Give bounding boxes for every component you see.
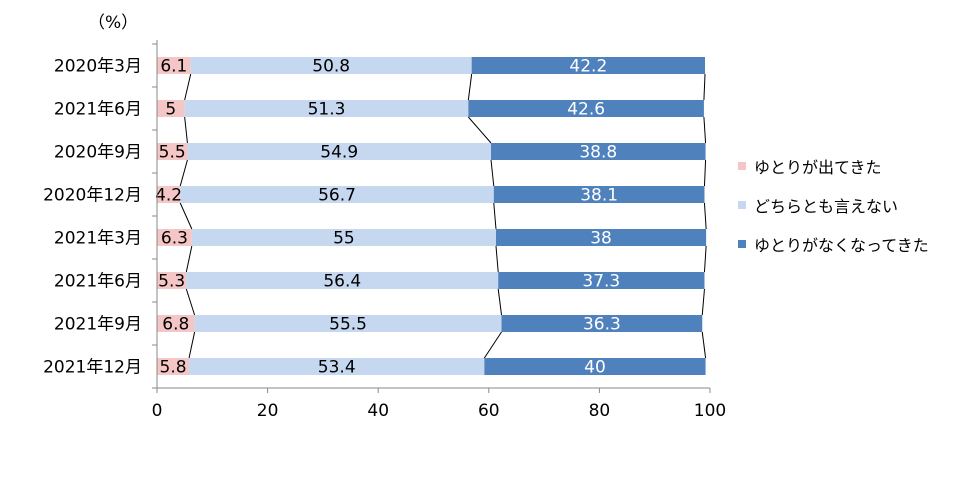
series-line	[703, 159, 707, 187]
series-line	[493, 202, 497, 230]
bar-segment	[493, 186, 705, 203]
series-line	[703, 73, 706, 101]
bar-segment	[187, 143, 492, 160]
data-label: 56.4	[323, 272, 361, 292]
bar-segment	[180, 186, 494, 203]
legend-label: ゆとりが出てきた	[754, 157, 882, 177]
series-line	[703, 202, 707, 230]
legend-swatch	[738, 239, 746, 248]
series-line	[184, 73, 192, 101]
category-label: 2020年12月	[43, 186, 142, 206]
data-label: 38	[590, 229, 612, 249]
data-labels-layer: 6.1 50.8 42.2 5 51.3 42.6 5.5 54.9 38.8 4.2 56.7 38…	[155, 57, 621, 378]
data-label: 42.2	[569, 57, 607, 77]
series-line	[185, 245, 193, 273]
data-label: 5.8	[160, 358, 187, 378]
bar-segment	[184, 100, 469, 117]
series-line	[467, 73, 473, 101]
category-label: 2021年3月	[54, 229, 142, 249]
series-line	[497, 288, 503, 316]
bar-segment	[157, 143, 188, 160]
data-label: 38.1	[580, 186, 618, 206]
bar-segment	[501, 315, 703, 332]
data-label: 5	[165, 100, 176, 120]
series-line	[701, 331, 707, 359]
bar-segment	[498, 272, 705, 289]
bar-segment	[468, 100, 704, 117]
series-line	[179, 202, 193, 230]
x-tick-label: 0	[152, 401, 163, 421]
data-label: 6.1	[160, 57, 187, 77]
data-label: 56.7	[318, 186, 356, 206]
category-label: 2020年9月	[54, 143, 142, 163]
bar-segment	[157, 358, 190, 375]
series-lines-layer	[179, 73, 707, 359]
category-label: 2021年12月	[43, 358, 142, 378]
bar-segment	[189, 358, 485, 375]
legend: ゆとりが出てきた どちらとも言えない ゆとりがなくなってきた	[738, 156, 953, 273]
data-label: 4.2	[155, 186, 182, 206]
data-label: 50.8	[312, 57, 350, 77]
legend-item: ゆとりがなくなってきた	[738, 234, 953, 255]
series-line	[179, 159, 188, 187]
axis-layer: 2020年3月 2021年6月 2020年9月 2020年12月 2021年3月 2021…	[43, 40, 726, 421]
data-label: 36.3	[583, 315, 621, 335]
bar-segment	[484, 358, 706, 375]
data-label: 38.8	[579, 143, 617, 163]
bar-segment	[157, 272, 187, 289]
category-label: 2021年6月	[54, 100, 142, 120]
series-line	[495, 245, 499, 273]
bar-segment	[491, 143, 706, 160]
series-line	[185, 288, 196, 316]
bar-segment	[186, 272, 499, 289]
bar-segment	[157, 186, 181, 203]
x-tick-label: 20	[257, 401, 279, 421]
data-label: 54.9	[320, 143, 358, 163]
series-line	[184, 116, 188, 144]
category-label: 2021年6月	[54, 272, 142, 292]
x-tick-label: 80	[589, 401, 611, 421]
bar-segment	[190, 57, 472, 74]
bar-segment	[157, 229, 192, 246]
data-label: 42.6	[567, 100, 605, 120]
bar-segment	[194, 315, 502, 332]
data-label: 5.5	[159, 143, 186, 163]
data-label: 51.3	[308, 100, 346, 120]
series-line	[703, 245, 707, 273]
bar-segment	[191, 229, 496, 246]
data-label: 37.3	[582, 272, 620, 292]
series-line	[701, 288, 705, 316]
bar-segment	[157, 100, 185, 117]
bar-segment	[495, 229, 707, 246]
data-label: 6.8	[162, 315, 189, 335]
x-tick-label: 40	[367, 401, 389, 421]
bars-layer	[157, 57, 707, 375]
data-label: 55.5	[329, 315, 367, 335]
legend-item: ゆとりが出てきた	[738, 156, 953, 177]
bar-segment	[157, 57, 191, 74]
x-tick-label: 60	[478, 401, 500, 421]
legend-swatch	[738, 200, 746, 209]
legend-item: どちらとも言えない	[738, 195, 953, 216]
series-line	[483, 331, 502, 359]
series-line	[703, 116, 707, 144]
series-line	[188, 331, 196, 359]
legend-label: ゆとりがなくなってきた	[754, 235, 929, 255]
bar-segment	[471, 57, 706, 74]
data-label: 55	[333, 229, 355, 249]
category-label: 2021年9月	[54, 315, 142, 335]
category-label: 2020年3月	[54, 57, 142, 77]
data-label: 6.3	[161, 229, 188, 249]
data-label: 53.4	[318, 358, 356, 378]
legend-label: どちらとも言えない	[754, 196, 899, 216]
x-tick-label: 100	[694, 401, 726, 421]
unit-label: （%）	[88, 13, 139, 33]
data-label: 40	[584, 358, 606, 378]
data-label: 5.3	[158, 272, 185, 292]
series-line	[490, 159, 495, 187]
series-line	[467, 116, 492, 144]
legend-swatch	[738, 161, 746, 170]
bar-segment	[157, 315, 195, 332]
